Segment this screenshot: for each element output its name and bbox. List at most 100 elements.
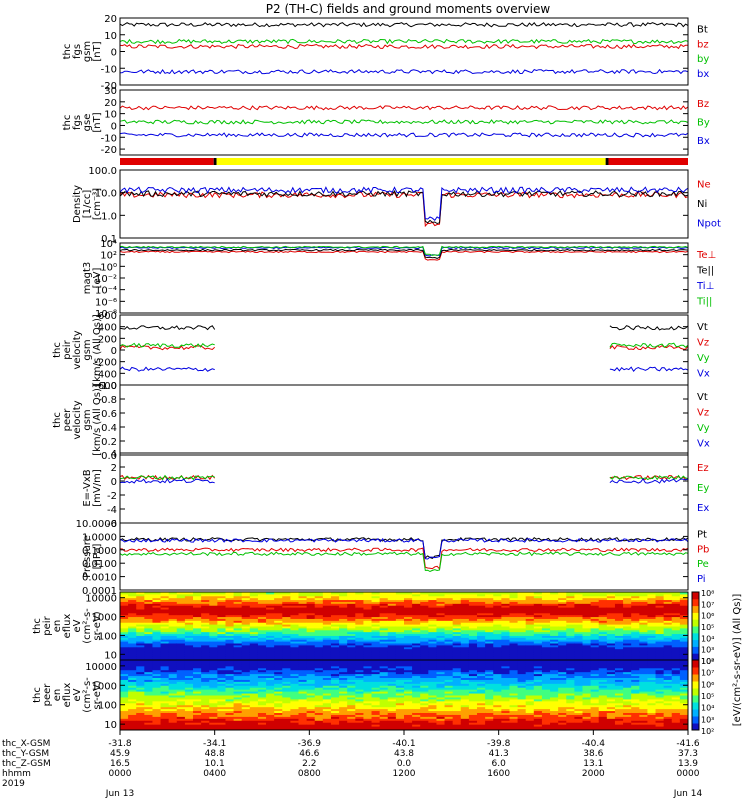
colorbar-frame: [691, 659, 700, 731]
legend-Ey: Ey: [697, 483, 709, 494]
colorbar-tick: 10⁴: [701, 634, 714, 643]
x-row-label: thc_X-GSM: [2, 739, 50, 749]
colorbar-tick: 10²: [701, 727, 714, 736]
spectrogram-peir_spec: [120, 592, 689, 661]
legend-Bx: Bx: [697, 136, 710, 147]
x-row-label: hhmm: [2, 769, 31, 779]
y-tick-label: 0.0010: [82, 573, 117, 584]
series-Ey: [119, 474, 689, 481]
y-tick-label: 2: [111, 463, 117, 474]
y-tick-label: 100: [98, 631, 117, 642]
y-tick-label: 0.1: [101, 234, 117, 245]
y-tick-label: 10: [104, 650, 117, 661]
legend-By: By: [697, 118, 710, 129]
x-row-value: 43.8: [394, 749, 414, 759]
x-row-value: 37.3: [678, 749, 698, 759]
colorbar-cell: [692, 639, 699, 647]
colorbar-tick: 10⁷: [701, 600, 714, 609]
legend-Pb: Pb: [697, 544, 709, 555]
y-tick-label: 0.1000: [82, 546, 117, 557]
y-tick-label: 20: [104, 14, 117, 25]
panel-frame-peir_velocity: [119, 314, 689, 386]
y-tick-label: -4: [107, 505, 117, 516]
y-axis-label-efield: E=-VxB [mV/m]: [82, 469, 103, 507]
y-axis-label-temperature: magt3 [eV]: [82, 262, 103, 295]
y-tick-label: 0: [111, 477, 117, 488]
y-tick-label: 0.2: [101, 437, 117, 448]
y-tick-label: 1000: [92, 681, 117, 692]
x-row-value: 16.5: [110, 759, 130, 769]
mode-bar-segment: [120, 158, 214, 165]
y-tick-label: 10: [104, 110, 117, 121]
y-tick-label: 10: [104, 720, 117, 731]
legend-Bt: Bt: [697, 24, 708, 35]
colorbar-cell: [692, 626, 699, 634]
series-Vt: [119, 325, 689, 331]
colorbar-tick: 10²: [701, 657, 714, 666]
y-tick-label: 10⁻⁴: [95, 286, 117, 297]
x-row-value: 10.1: [205, 759, 225, 769]
colorbar-tick: 10⁶: [701, 612, 714, 621]
colorbar-tick: 10⁵: [701, 623, 714, 632]
y-tick-label: -10: [101, 64, 117, 75]
colorbar-tick: 10⁸: [701, 657, 714, 666]
colorbar-tick: 10⁸: [701, 589, 714, 598]
x-row-value: -40.4: [582, 739, 606, 749]
y-axis-label-peer_velocity: thc peer velocity gsm [km/s (All Qs)]: [52, 384, 103, 456]
y-tick-label: 10²: [100, 251, 117, 262]
series-Te⊥: [119, 250, 689, 261]
y-tick-label: 0.0001: [82, 586, 117, 597]
y-axis-label-pressure: Pressure [nPa]: [82, 535, 103, 578]
series-bz: [119, 43, 689, 50]
series-Bx: [119, 132, 689, 138]
y-tick-label: 30: [104, 86, 117, 97]
series-by: [119, 38, 689, 45]
x-row-value: 46.6: [299, 749, 319, 759]
x-row-value: 48.8: [205, 749, 225, 759]
legend-Ex: Ex: [697, 503, 709, 514]
series-Bz: [119, 105, 689, 111]
series-Npot: [119, 186, 689, 222]
y-tick-label: 0.6: [101, 409, 117, 420]
chart-title: P2 (TH-C) fields and ground moments over…: [266, 2, 551, 16]
y-axis-label-peer_spec: thc peer en eflux eV (cm²-s-sr-eV): [32, 677, 103, 713]
colorbar-cell: [692, 674, 699, 682]
y-tick-label: 400: [98, 323, 117, 334]
x-row-value: 0800: [298, 769, 321, 779]
legend-Ni: Ni: [697, 199, 707, 210]
colorbar-cell: [692, 695, 699, 703]
colorbar-cell: [692, 592, 699, 600]
y-tick-label: 1.0: [101, 211, 117, 222]
series-Te||: [119, 248, 689, 259]
y-tick-label: 0.0: [101, 451, 117, 462]
legend-Vz: Vz: [697, 337, 709, 348]
colorbar-tick: 10⁷: [701, 669, 714, 678]
y-axis-label-peir_velocity: thc peir velocity gsm [km/s (All Qs)]: [52, 314, 103, 386]
series-Ni: [119, 190, 689, 225]
legend-by: by: [697, 54, 709, 65]
x-row-value: 0400: [203, 769, 226, 779]
y-tick-label: 0.4: [101, 423, 117, 434]
y-tick-label: 10.0000: [76, 519, 117, 530]
colorbar-cell: [692, 619, 699, 627]
legend-Bz: Bz: [697, 99, 709, 110]
y-tick-label: -400: [94, 369, 117, 380]
x-row-value: 2000: [582, 769, 605, 779]
y-tick-label: 10: [104, 31, 117, 42]
legend-Vy: Vy: [697, 423, 710, 434]
panel-frame-peer_velocity: [119, 384, 689, 456]
y-tick-label: -600: [94, 381, 117, 392]
y-tick-label: 10⁻²: [95, 274, 117, 285]
series-Pb: [119, 547, 689, 570]
y-tick-label: -2: [107, 491, 117, 502]
series-Vx: [119, 366, 689, 373]
colorbar-cell: [692, 688, 699, 696]
legend-Ez: Ez: [697, 463, 709, 474]
y-tick-label: -20: [101, 145, 117, 156]
colorbar-tick: 10⁵: [701, 692, 714, 701]
y-tick-label: 100: [98, 701, 117, 712]
legend-Pt: Pt: [697, 529, 707, 540]
colorbar-cell: [692, 702, 699, 710]
y-tick-label: -6: [107, 519, 117, 530]
